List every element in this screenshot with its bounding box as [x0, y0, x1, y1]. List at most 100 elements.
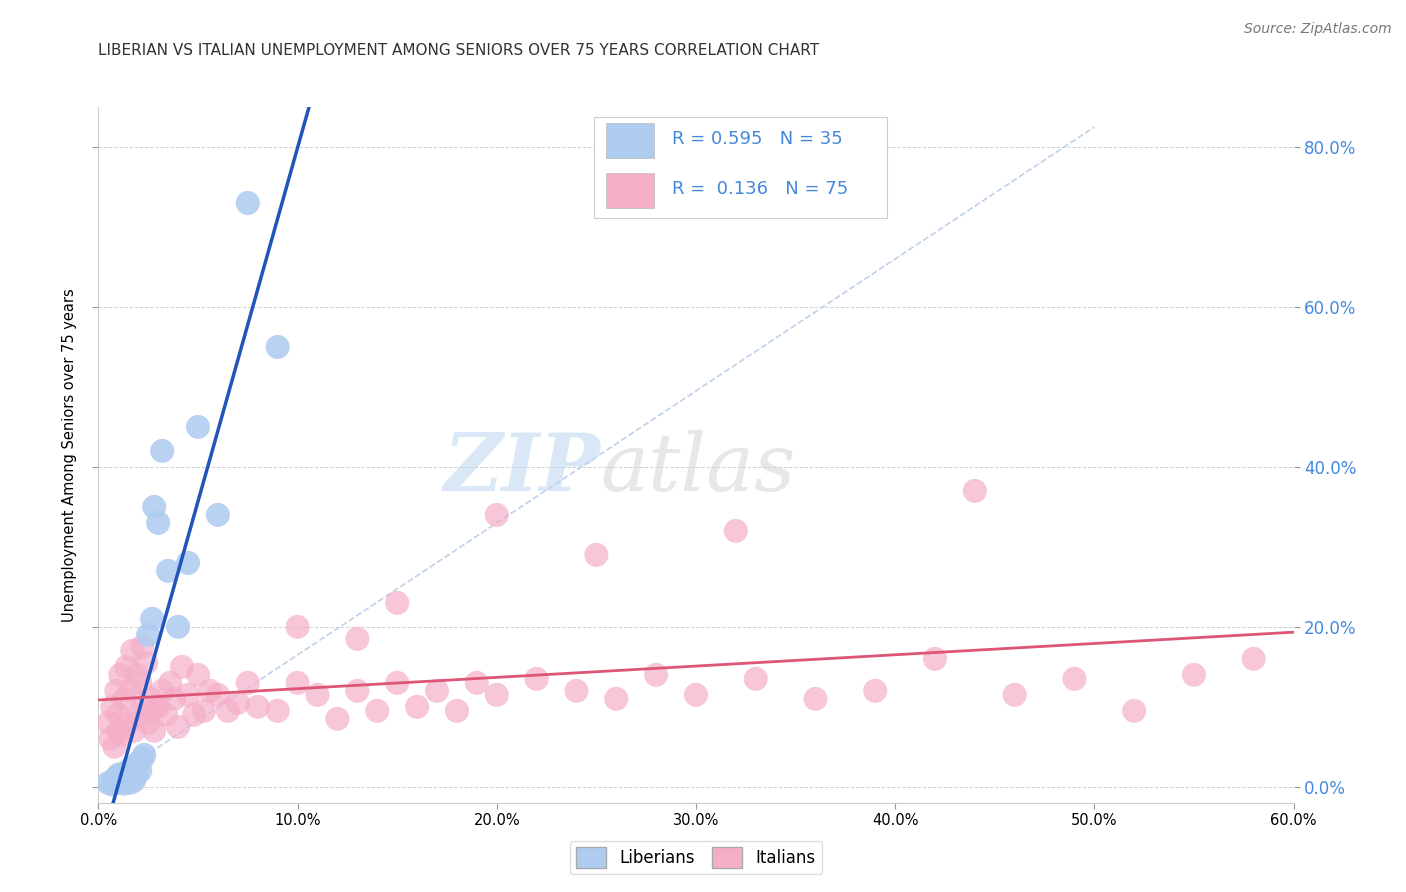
Point [724, 524, 747, 538]
Point [117, 764, 139, 778]
Point [125, 668, 148, 682]
Point [103, 739, 125, 754]
Point [177, 556, 200, 570]
Point [101, 777, 124, 791]
Point [120, 683, 142, 698]
Point [1004, 688, 1026, 702]
Point [111, 728, 134, 742]
Point [1243, 652, 1265, 666]
Point [121, 644, 143, 658]
Point [1182, 668, 1205, 682]
Point [121, 760, 143, 774]
Point [141, 612, 163, 626]
Point [485, 688, 508, 702]
Point [804, 691, 827, 706]
Point [150, 683, 173, 698]
Point [131, 640, 153, 654]
Point [136, 715, 159, 730]
Point [446, 704, 468, 718]
Legend: Liberians, Italians: Liberians, Italians [569, 841, 823, 874]
Point [172, 660, 194, 674]
Point [127, 756, 149, 770]
Point [100, 731, 122, 746]
Point [198, 683, 221, 698]
Point [1063, 672, 1085, 686]
Point [134, 747, 156, 762]
Point [148, 516, 170, 530]
Point [115, 765, 138, 780]
Point [685, 688, 707, 702]
Point [565, 683, 588, 698]
Point [124, 723, 146, 738]
Text: LIBERIAN VS ITALIAN UNEMPLOYMENT AMONG SENIORS OVER 75 YEARS CORRELATION CHART: LIBERIAN VS ITALIAN UNEMPLOYMENT AMONG S… [98, 43, 820, 58]
Point [110, 668, 132, 682]
Point [465, 676, 488, 690]
Point [148, 699, 170, 714]
Point [129, 676, 152, 690]
Point [127, 707, 149, 722]
Point [924, 652, 946, 666]
Point [236, 676, 259, 690]
Point [112, 691, 135, 706]
Point [134, 699, 156, 714]
Point [143, 723, 166, 738]
Point [187, 420, 209, 434]
Point [366, 704, 388, 718]
Point [101, 699, 124, 714]
Point [346, 632, 368, 646]
Point [236, 196, 259, 211]
Point [135, 656, 157, 670]
Point [111, 774, 134, 789]
Text: R = 0.595   N = 35: R = 0.595 N = 35 [672, 130, 842, 148]
Point [385, 596, 409, 610]
Point [107, 707, 129, 722]
Point [605, 691, 627, 706]
Point [124, 773, 146, 788]
Text: R =  0.136   N = 75: R = 0.136 N = 75 [672, 180, 848, 198]
Point [159, 676, 181, 690]
Point [105, 770, 128, 784]
Point [157, 564, 180, 578]
Point [246, 699, 269, 714]
Point [287, 620, 309, 634]
Point [526, 672, 548, 686]
Text: ZIP: ZIP [443, 430, 600, 508]
FancyBboxPatch shape [606, 123, 654, 158]
Point [346, 683, 368, 698]
Point [207, 688, 229, 702]
Point [745, 672, 768, 686]
Point [139, 691, 162, 706]
Point [1123, 704, 1146, 718]
Y-axis label: Unemployment Among Seniors over 75 years: Unemployment Among Seniors over 75 years [62, 288, 77, 622]
Point [117, 772, 139, 786]
Point [426, 683, 449, 698]
Point [167, 620, 190, 634]
Point [103, 773, 125, 788]
Point [267, 340, 290, 354]
Point [963, 483, 986, 498]
Point [226, 696, 249, 710]
Point [107, 768, 129, 782]
Point [129, 764, 152, 778]
Point [485, 508, 508, 522]
Point [97, 776, 120, 790]
Point [183, 707, 205, 722]
Text: atlas: atlas [600, 430, 796, 508]
Point [117, 715, 139, 730]
FancyBboxPatch shape [595, 118, 887, 219]
Point [155, 707, 177, 722]
Point [111, 767, 134, 781]
Point [120, 776, 142, 790]
Point [326, 712, 349, 726]
Point [115, 660, 138, 674]
Text: Source: ZipAtlas.com: Source: ZipAtlas.com [1244, 22, 1392, 37]
Point [645, 668, 668, 682]
Point [112, 776, 135, 790]
Point [97, 715, 120, 730]
Point [167, 720, 190, 734]
Point [107, 776, 129, 790]
Point [136, 628, 159, 642]
Point [307, 688, 329, 702]
Point [193, 704, 215, 718]
Point [217, 704, 239, 718]
